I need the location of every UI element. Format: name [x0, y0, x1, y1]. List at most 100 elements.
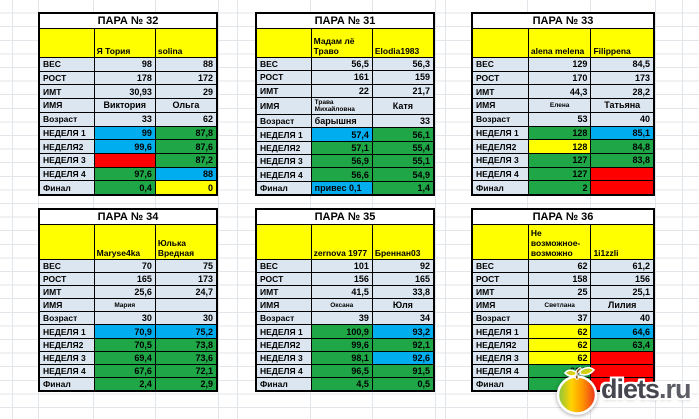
player-name-header[interactable]: Юлька Вредная	[154, 225, 217, 259]
row-label[interactable]: Возраст	[473, 312, 528, 325]
row-label[interactable]: ИМЯ	[40, 299, 94, 312]
value-cell[interactable]: 40	[590, 112, 654, 126]
value-cell[interactable]: 25,1	[590, 286, 654, 299]
value-cell[interactable]: 99	[93, 126, 155, 140]
value-cell[interactable]: 55,1	[371, 155, 434, 168]
value-cell[interactable]: 159	[371, 71, 434, 84]
value-cell[interactable]: 56,5	[310, 58, 372, 71]
value-cell[interactable]: 30	[154, 312, 217, 325]
row-label[interactable]: НЕДЕЛЯ 1	[473, 325, 528, 338]
value-cell[interactable]: 98	[93, 58, 155, 71]
row-label[interactable]: НЕДЕЛЯ 4	[473, 167, 528, 181]
row-label[interactable]: ИМЯ	[40, 99, 94, 112]
row-label[interactable]: НЕДЕЛЯ 4	[257, 168, 311, 181]
value-cell[interactable]: 69,4	[93, 351, 155, 364]
row-label[interactable]: НЕДЕЛЯ 3	[257, 351, 311, 364]
row-label[interactable]: Возраст	[473, 112, 528, 126]
value-cell[interactable]: 41,5	[310, 286, 372, 299]
value-cell[interactable]: 33	[371, 115, 434, 128]
value-cell[interactable]: 87,8	[154, 126, 217, 140]
value-cell[interactable]: 62	[527, 325, 591, 338]
value-cell[interactable]: 70	[93, 260, 155, 273]
row-label[interactable]: ВЕС	[40, 260, 94, 273]
value-cell[interactable]: Светлана	[527, 299, 591, 312]
row-label[interactable]: НЕДЕЛЯ 4	[40, 364, 94, 377]
value-cell[interactable]: 33	[93, 112, 155, 126]
player-name-header[interactable]: zernova 1977	[310, 225, 372, 259]
value-cell[interactable]: 56,6	[310, 168, 372, 181]
value-cell[interactable]: 30,93	[93, 85, 155, 99]
value-cell[interactable]: 73,6	[154, 351, 217, 364]
value-cell[interactable]: 56,3	[371, 58, 434, 71]
player-name-header[interactable]: Elodia1983	[371, 29, 434, 57]
row-label[interactable]: ВЕС	[40, 58, 94, 71]
value-cell[interactable]: 24,7	[154, 286, 217, 299]
value-cell[interactable]	[590, 181, 654, 195]
value-cell[interactable]: 56,1	[371, 128, 434, 141]
row-label[interactable]: РОСТ	[40, 273, 94, 286]
value-cell[interactable]: 85,1	[590, 126, 654, 140]
value-cell[interactable]: 70,9	[93, 325, 155, 338]
value-cell[interactable]: 2,9	[154, 377, 217, 390]
row-label[interactable]: РОСТ	[473, 71, 528, 85]
value-cell[interactable]: 0,5	[371, 377, 434, 390]
row-label[interactable]: ИМТ	[257, 286, 311, 299]
value-cell[interactable]: 83,8	[590, 153, 654, 167]
row-label[interactable]: НЕДЕЛЯ 1	[40, 126, 94, 140]
value-cell[interactable]: 173	[154, 273, 217, 286]
row-label[interactable]: НЕДЕЛЯ2	[257, 141, 311, 155]
row-label[interactable]: НЕДЕЛЯ2	[40, 338, 94, 351]
value-cell[interactable]: 165	[93, 273, 155, 286]
value-cell[interactable]: 57,1	[310, 141, 372, 155]
row-label[interactable]: Возраст	[257, 115, 311, 128]
value-cell[interactable]: 101	[310, 260, 372, 273]
name-row-spacer-cell[interactable]	[257, 29, 311, 57]
player-name-header[interactable]: Maryse4ka	[93, 225, 155, 259]
value-cell[interactable]: Татьяна	[590, 99, 654, 112]
row-label[interactable]: НЕДЕЛЯ 4	[473, 364, 528, 377]
row-label[interactable]: НЕДЕЛЯ2	[473, 338, 528, 351]
value-cell[interactable]: 29	[154, 85, 217, 99]
value-cell[interactable]: 93,2	[371, 325, 434, 338]
player-name-header[interactable]: 1i1zzli	[590, 225, 654, 259]
value-cell[interactable]: 129	[527, 58, 591, 71]
value-cell[interactable]: 55,4	[371, 141, 434, 155]
row-label[interactable]: НЕДЕЛЯ 4	[257, 364, 311, 377]
row-label[interactable]: Возраст	[40, 312, 94, 325]
value-cell[interactable]: 172	[154, 71, 217, 85]
value-cell[interactable]: 88	[154, 58, 217, 71]
value-cell[interactable]	[590, 351, 654, 364]
name-row-spacer-cell[interactable]	[473, 225, 528, 259]
value-cell[interactable]	[93, 153, 155, 167]
value-cell[interactable]: 178	[93, 71, 155, 85]
value-cell[interactable]: Лилия	[590, 299, 654, 312]
player-name-header[interactable]: Не возможное-возможно	[527, 225, 591, 259]
row-label[interactable]: Финал	[40, 377, 94, 390]
value-cell[interactable]: 1,4	[371, 181, 434, 194]
value-cell[interactable]: 170	[527, 71, 591, 85]
row-label[interactable]: ИМЯ	[257, 97, 311, 115]
row-label[interactable]: ИМТ	[257, 84, 311, 97]
value-cell[interactable]: 37	[527, 312, 591, 325]
row-label[interactable]: Финал	[473, 181, 528, 195]
value-cell[interactable]: 54,9	[371, 168, 434, 181]
value-cell[interactable]: Елена	[527, 99, 591, 112]
row-label[interactable]: ИМТ	[473, 286, 528, 299]
value-cell[interactable]: 75	[154, 260, 217, 273]
pair-table-title[interactable]: ПАРА № 31	[257, 14, 433, 28]
value-cell[interactable]: 87,6	[154, 140, 217, 153]
value-cell[interactable]: 72,1	[154, 364, 217, 377]
value-cell[interactable]: 57,4	[310, 128, 372, 141]
value-cell[interactable]: Виктория	[93, 99, 155, 112]
player-name-header[interactable]: solina	[154, 29, 217, 57]
pair-table-title[interactable]: ПАРА № 35	[257, 210, 433, 224]
value-cell[interactable]: 84,5	[590, 58, 654, 71]
value-cell[interactable]: Трава Михайловна	[310, 97, 372, 115]
player-name-header[interactable]: Мадам лё Траво	[310, 29, 372, 57]
row-label[interactable]: НЕДЕЛЯ 1	[257, 325, 311, 338]
row-label[interactable]: НЕДЕЛЯ 1	[257, 128, 311, 141]
row-label[interactable]: ВЕС	[257, 260, 311, 273]
pair-table-title[interactable]: ПАРА № 33	[473, 14, 653, 28]
pair-table-title[interactable]: ПАРА № 34	[40, 210, 216, 224]
value-cell[interactable]: 0,4	[93, 181, 155, 195]
